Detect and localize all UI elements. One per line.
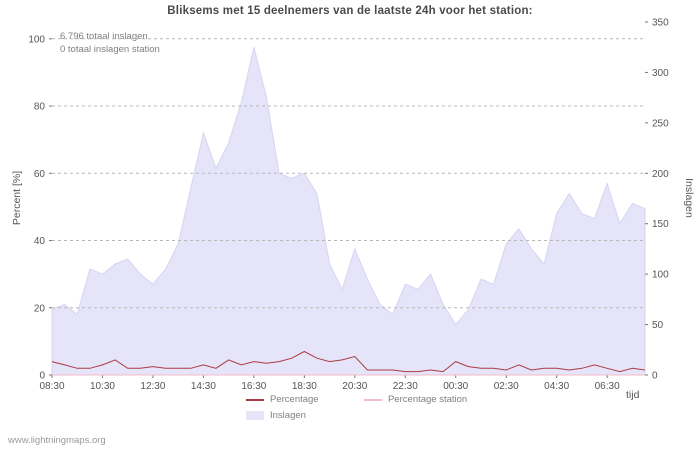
svg-text:12:30: 12:30 xyxy=(140,381,165,392)
svg-text:60: 60 xyxy=(34,169,46,180)
svg-text:02:30: 02:30 xyxy=(494,381,519,392)
legend-label-percentage-station: Percentage station xyxy=(388,394,468,405)
legend-item-percentage: Percentage xyxy=(246,394,364,405)
percentage-station-line-swatch-icon xyxy=(364,398,382,401)
svg-text:0: 0 xyxy=(39,371,45,382)
svg-text:06:30: 06:30 xyxy=(595,381,620,392)
svg-text:20:30: 20:30 xyxy=(342,381,367,392)
svg-text:16:30: 16:30 xyxy=(241,381,266,392)
svg-text:18:30: 18:30 xyxy=(292,381,317,392)
svg-text:100: 100 xyxy=(28,34,45,45)
svg-text:00:30: 00:30 xyxy=(443,381,468,392)
legend-label-percentage: Percentage xyxy=(270,394,319,405)
chart-title: Bliksems met 15 deelnemers van de laatst… xyxy=(167,5,533,17)
legend-item-percentage-station: Percentage station xyxy=(364,394,467,405)
svg-text:10:30: 10:30 xyxy=(90,381,115,392)
svg-text:250: 250 xyxy=(652,118,669,129)
svg-text:14:30: 14:30 xyxy=(191,381,216,392)
svg-text:150: 150 xyxy=(652,219,669,230)
svg-text:08:30: 08:30 xyxy=(39,381,64,392)
svg-text:40: 40 xyxy=(34,236,46,247)
annotation-station-strikes: 0 totaal inslagen station xyxy=(60,44,160,55)
svg-text:04:30: 04:30 xyxy=(544,381,569,392)
svg-text:0: 0 xyxy=(652,371,658,382)
svg-text:350: 350 xyxy=(652,18,669,29)
svg-text:100: 100 xyxy=(652,270,669,281)
svg-text:200: 200 xyxy=(652,169,669,180)
annotation-total-strikes: 6.796 totaal inslagen xyxy=(60,31,148,42)
inslagen-area-swatch-icon xyxy=(246,411,264,420)
legend-label-inslagen: Inslagen xyxy=(270,410,306,421)
x-axis-label: tijd xyxy=(626,389,640,401)
percentage-line-swatch-icon xyxy=(246,398,264,401)
svg-text:80: 80 xyxy=(34,102,46,113)
chart-legend: Percentage Percentage station Inslagen xyxy=(246,394,467,421)
svg-text:50: 50 xyxy=(652,320,664,331)
legend-item-inslagen: Inslagen xyxy=(246,410,364,421)
svg-text:300: 300 xyxy=(652,68,669,79)
svg-text:20: 20 xyxy=(34,303,46,314)
svg-text:22:30: 22:30 xyxy=(393,381,418,392)
site-watermark: www.lightningmaps.org xyxy=(8,435,106,446)
